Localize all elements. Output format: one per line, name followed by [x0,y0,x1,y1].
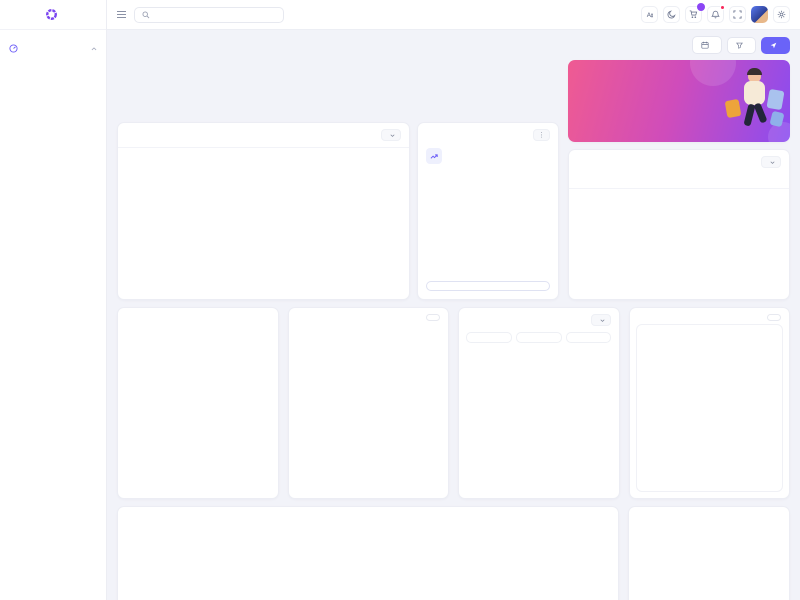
sidebar-item-dashboards[interactable] [0,40,106,57]
overall-sales-row [569,184,789,189]
upgrade-illustration [724,68,785,134]
main-area: A [107,0,800,600]
stat-box [466,332,512,343]
kpi-row [117,60,559,115]
topbar: A [107,0,800,30]
latest-transactions-card [117,307,279,499]
recent-orders-card [117,506,619,600]
svg-text:A: A [647,12,652,19]
chevron-down-icon [770,160,775,164]
stat-box [565,332,612,343]
transactions-header [118,315,278,323]
activity-list [289,324,449,498]
sales-statistics-card [458,307,620,499]
card-menu-button[interactable]: ⋮ [533,129,550,141]
settings-icon[interactable] [773,6,790,23]
dashboards-icon [9,44,19,53]
dashboard-submenu [0,57,106,60]
cart-badge [697,3,705,11]
topbar-actions: A [641,3,790,23]
brand[interactable] [0,0,106,30]
filter-button[interactable] [727,36,756,54]
sidebar-section-main [0,30,106,40]
breadcrumb [117,36,123,45]
category-progress-bar [577,175,781,179]
translate-icon[interactable]: A [641,6,658,23]
chevron-down-icon [600,318,604,322]
share-button[interactable] [761,36,790,54]
sales-overview-legend [118,150,409,156]
activity-view-all-button[interactable] [426,314,440,321]
dark-mode-icon[interactable] [663,6,680,23]
sales-statistics-sort-button[interactable] [590,314,611,326]
search-input[interactable] [154,10,269,19]
stat-box [515,332,562,343]
sales-overview-sort-button[interactable] [381,129,401,141]
order-statistics-card: ⋮ [417,122,559,300]
sales-statistics-legend [459,345,619,351]
avatar[interactable] [751,6,768,23]
total-orders-value [447,150,449,163]
chevron-down-icon [390,133,395,137]
upgrade-card [568,60,790,142]
sidebar [0,0,107,600]
transactions-list [118,323,278,498]
brand-logo-icon [45,8,58,21]
search-icon [142,11,150,19]
date-range-button[interactable] [692,36,722,54]
cart-icon[interactable] [685,3,705,23]
complete-statistics-button[interactable] [426,281,550,291]
sales-overview-card [117,122,410,300]
overall-statistics-list [635,324,783,492]
chevron-up-icon [91,46,97,52]
orders-gauge-legend [418,168,558,172]
fullscreen-icon[interactable] [729,6,746,23]
recent-activity-card [287,307,449,499]
content: ⋮ [107,30,800,600]
global-search[interactable] [134,6,284,23]
overall-view-all-button[interactable] [767,314,781,321]
menu-toggle-icon[interactable] [117,10,126,19]
orders-trend-icon [426,148,442,164]
sales-by-country-card [628,506,790,600]
overall-statistics-card [628,307,790,499]
sales-statistics-summary [459,327,619,345]
notification-dot [720,5,725,10]
top-selling-sort-button[interactable] [761,156,781,168]
notifications-icon[interactable] [707,5,725,23]
filter-icon [736,42,743,49]
share-icon [770,42,777,48]
calendar-icon [701,41,709,49]
top-selling-card [568,149,790,300]
